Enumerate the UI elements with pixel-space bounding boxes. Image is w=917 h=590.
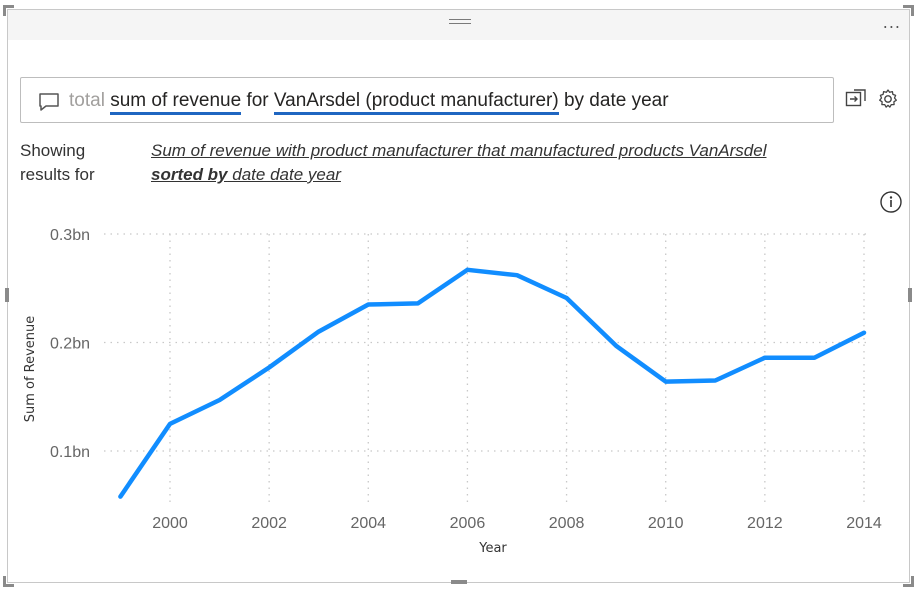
qa-prefix: total	[69, 90, 105, 111]
y-tick-label: 0.1bn	[50, 444, 90, 461]
resize-corner-icon[interactable]	[903, 576, 914, 587]
qa-term-measure[interactable]: sum of revenue	[110, 90, 242, 115]
x-axis-title: Year	[478, 541, 507, 556]
x-tick-label: 2002	[251, 515, 287, 532]
restatement-line-2[interactable]: sorted by date date year	[151, 163, 766, 187]
qa-question-input[interactable]: total sum of revenue for VanArsdel (prod…	[20, 77, 834, 123]
resize-corner-icon[interactable]	[3, 5, 14, 16]
sort-field-text: date date year	[227, 165, 341, 184]
qa-connector: for	[241, 90, 274, 111]
chart-series	[118, 267, 867, 499]
qa-question-text[interactable]: total sum of revenue for VanArsdel (prod…	[69, 90, 669, 115]
series-line	[118, 267, 867, 499]
visual-container: ...	[7, 9, 910, 583]
x-tick-label: 2010	[648, 515, 684, 532]
qa-by-term: by date year	[558, 90, 669, 111]
turn-into-visual-icon[interactable]	[845, 89, 867, 113]
restatement-line-1[interactable]: Sum of revenue with product manufacturer…	[151, 141, 767, 160]
drag-handle-icon[interactable]	[449, 19, 471, 27]
resize-handle-bottom[interactable]	[451, 580, 467, 584]
x-tick-label: 2000	[152, 515, 188, 532]
x-axis-ticks: 2000 2002 2004 2006 2008 2010 2012 2014	[152, 515, 882, 532]
x-tick-label: 2012	[747, 515, 783, 532]
showing-results-label: Showing results for	[20, 141, 95, 184]
y-tick-label: 0.3bn	[50, 227, 90, 244]
more-options-button[interactable]: ...	[882, 13, 901, 32]
chat-bubble-icon	[38, 92, 60, 116]
visual-header: ...	[8, 10, 909, 40]
x-tick-label: 2014	[846, 515, 882, 532]
x-tick-label: 2008	[549, 515, 585, 532]
qa-term-filter[interactable]: VanArsdel (product manufacturer)	[273, 90, 559, 115]
x-tick-label: 2006	[450, 515, 486, 532]
y-tick-label: 0.2bn	[50, 336, 90, 353]
settings-gear-icon[interactable]	[877, 88, 899, 114]
restatement-text[interactable]: Sum of revenue with product manufacturer…	[151, 139, 766, 187]
y-axis-ticks: 0.1bn 0.2bn 0.3bn	[50, 227, 90, 461]
resize-handle-left[interactable]	[5, 288, 9, 302]
y-axis-title: Sum of Revenue	[23, 316, 38, 423]
resize-corner-icon[interactable]	[3, 576, 14, 587]
sorted-by-label: sorted by	[151, 165, 228, 184]
x-tick-label: 2004	[350, 515, 386, 532]
chart-gridlines	[104, 233, 870, 507]
resize-handle-right[interactable]	[908, 288, 912, 302]
info-icon[interactable]	[880, 191, 902, 217]
resize-corner-icon[interactable]	[903, 5, 914, 16]
